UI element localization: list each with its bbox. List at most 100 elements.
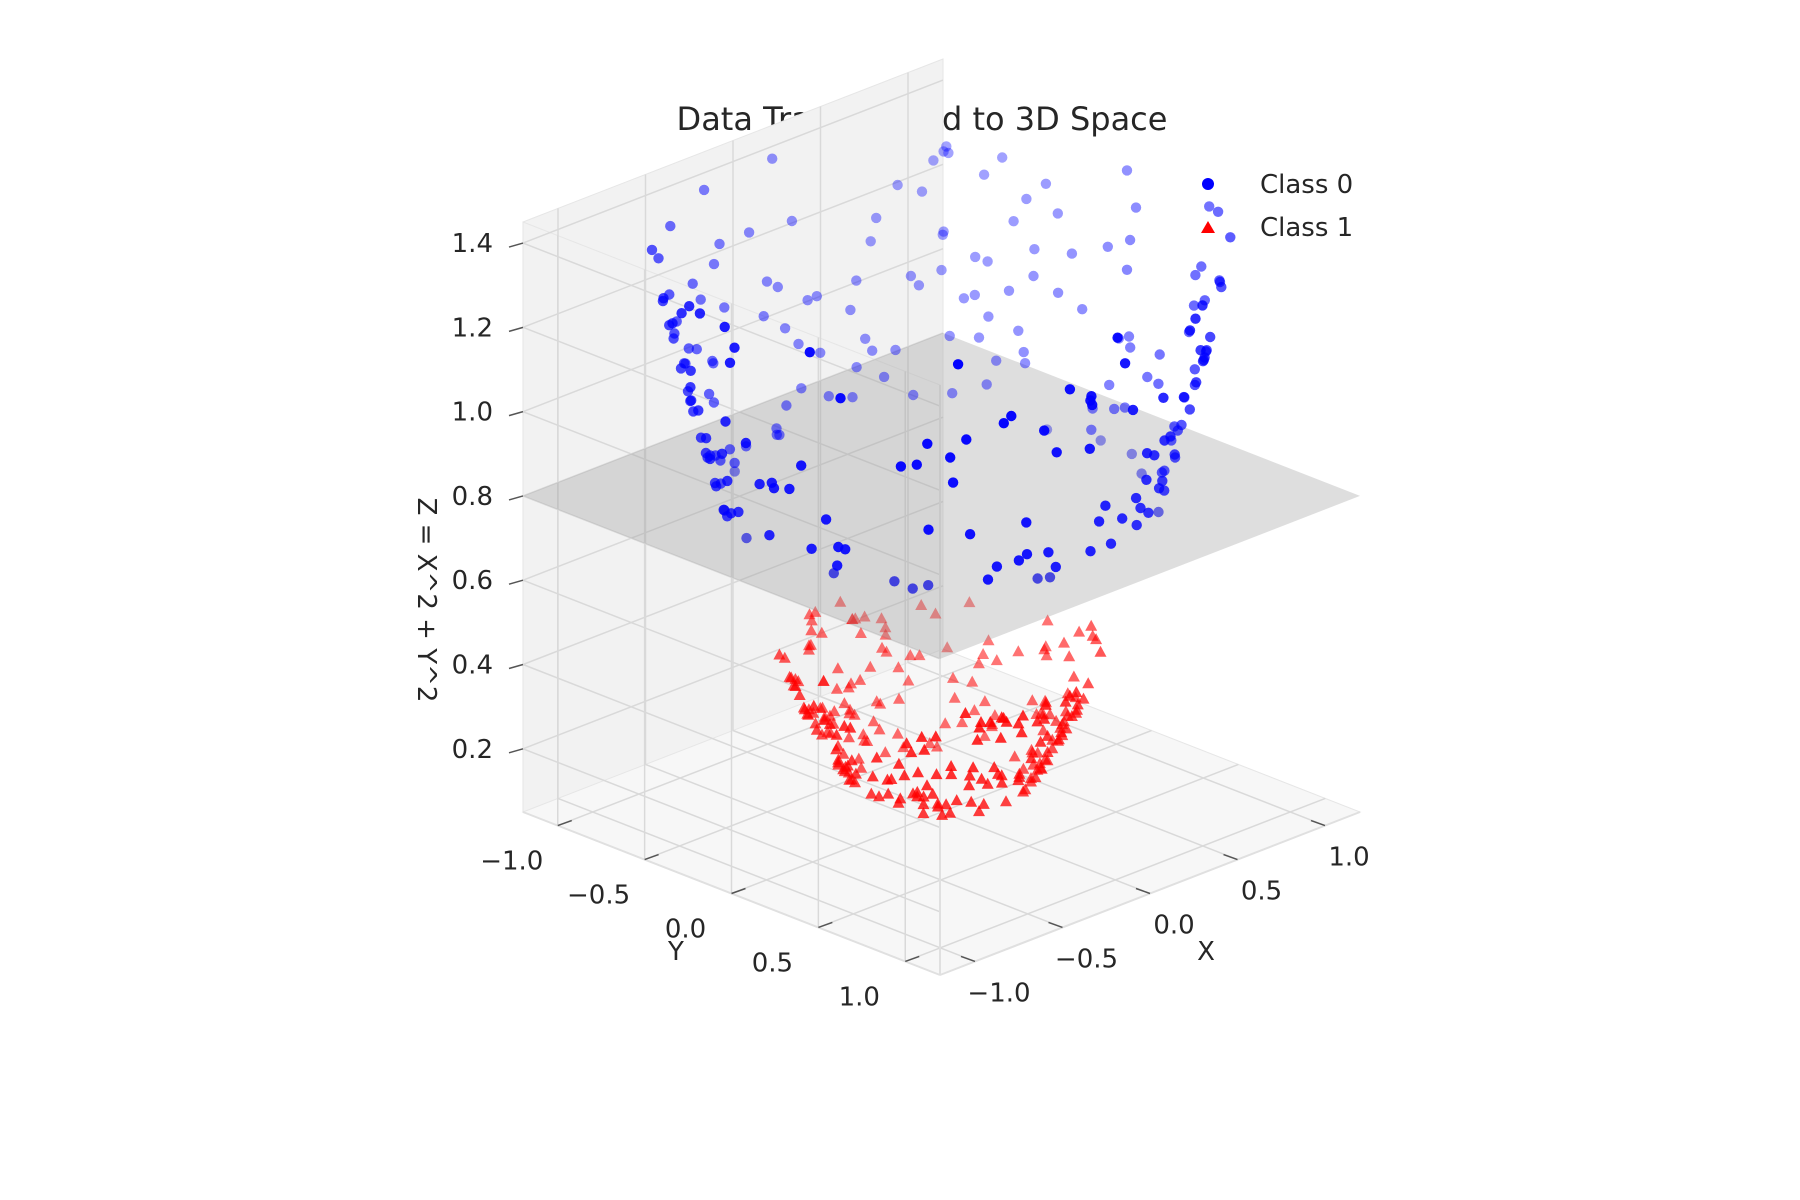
point-class-0	[890, 344, 901, 356]
point-class-0	[668, 333, 679, 344]
point-class-1	[1031, 746, 1044, 758]
point-class-1	[1041, 754, 1054, 766]
point-class-1	[915, 730, 928, 742]
y-tick-mark	[904, 955, 920, 963]
point-class-0	[708, 397, 720, 408]
grid-line-z-left	[522, 326, 941, 492]
point-class-1	[963, 596, 976, 608]
point-class-1	[1071, 698, 1084, 710]
point-class-0	[1190, 313, 1201, 324]
point-class-0	[1112, 332, 1123, 343]
point-class-0	[1032, 573, 1043, 584]
point-class-0	[941, 141, 952, 152]
point-class-1	[894, 792, 907, 804]
point-class-1	[1052, 733, 1065, 745]
x-tick-label: −1.0	[967, 978, 1030, 1008]
point-class-0	[1105, 538, 1117, 549]
point-class-0	[889, 576, 900, 587]
point-class-0	[952, 359, 964, 370]
point-class-0	[1126, 448, 1138, 460]
point-class-0	[761, 276, 773, 287]
legend-label-class-0: Class 0	[1260, 170, 1353, 200]
point-class-1	[968, 704, 981, 716]
point-class-0	[685, 382, 696, 393]
point-class-1	[931, 797, 944, 809]
point-class-0	[938, 226, 949, 237]
point-class-0	[1013, 555, 1025, 566]
point-class-1	[855, 761, 868, 773]
point-class-1	[1059, 695, 1072, 707]
grid-line-z-right	[522, 416, 944, 581]
point-class-0	[714, 238, 725, 250]
point-class-0	[804, 347, 815, 358]
point-class-1	[904, 649, 917, 661]
point-class-0	[740, 437, 752, 449]
point-class-1	[915, 599, 928, 610]
point-class-1	[977, 648, 990, 659]
point-class-1	[978, 729, 991, 741]
point-class-0	[729, 457, 740, 469]
point-class-0	[1086, 391, 1097, 402]
point-class-1	[945, 760, 958, 771]
point-class-0	[1212, 206, 1224, 217]
point-class-1	[1035, 762, 1048, 774]
point-class-0	[867, 345, 878, 356]
point-class-0	[1153, 506, 1164, 518]
point-class-1	[1070, 686, 1083, 697]
y-tick-label: −0.5	[567, 881, 630, 911]
point-class-0	[676, 308, 687, 319]
points-above-plane	[646, 141, 1236, 585]
point-class-1	[1017, 709, 1029, 721]
point-class-1	[857, 728, 870, 740]
point-class-1	[783, 670, 796, 682]
point-class-0	[704, 453, 716, 465]
point-class-0	[687, 278, 698, 289]
point-class-0	[1043, 547, 1054, 558]
point-class-0	[845, 304, 856, 316]
point-class-0	[969, 289, 980, 301]
point-class-0	[1084, 443, 1096, 454]
point-class-0	[1008, 216, 1019, 227]
point-class-0	[835, 393, 846, 404]
point-class-1	[1040, 649, 1053, 661]
point-class-1	[941, 641, 954, 653]
point-class-0	[878, 371, 890, 383]
point-class-1	[1012, 717, 1025, 729]
grid-line-z-left	[522, 410, 941, 576]
point-class-0	[913, 280, 925, 291]
plane-surface	[523, 332, 1360, 659]
point-class-1	[971, 733, 984, 745]
point-class-0	[944, 330, 955, 342]
point-class-0	[724, 357, 736, 368]
point-class-1	[900, 737, 913, 749]
point-class-1	[830, 728, 843, 740]
point-class-0	[729, 342, 740, 353]
point-class-0	[978, 169, 990, 180]
point-class-1	[981, 777, 994, 789]
point-class-0	[719, 302, 730, 313]
point-class-0	[936, 264, 947, 276]
point-class-0	[802, 295, 813, 306]
z-tick-label: 1.2	[452, 313, 493, 343]
point-class-1	[885, 773, 898, 784]
point-class-1	[802, 643, 815, 655]
point-class-0	[1159, 465, 1170, 476]
point-class-0	[907, 583, 918, 594]
grid-line-y-floor	[557, 661, 979, 827]
point-class-1	[984, 715, 997, 727]
point-class-1	[917, 807, 930, 819]
point-class-0	[1153, 378, 1164, 389]
point-class-1	[858, 734, 871, 746]
point-class-1	[891, 727, 904, 739]
point-class-0	[847, 392, 858, 403]
point-class-0	[815, 347, 826, 358]
point-class-0	[1195, 345, 1206, 356]
point-class-0	[1153, 483, 1165, 494]
point-class-0	[758, 311, 769, 322]
point-class-1	[778, 651, 791, 663]
point-class-0	[658, 293, 669, 304]
point-class-1	[1000, 795, 1012, 807]
point-class-0	[871, 212, 882, 224]
point-class-1	[926, 787, 939, 799]
